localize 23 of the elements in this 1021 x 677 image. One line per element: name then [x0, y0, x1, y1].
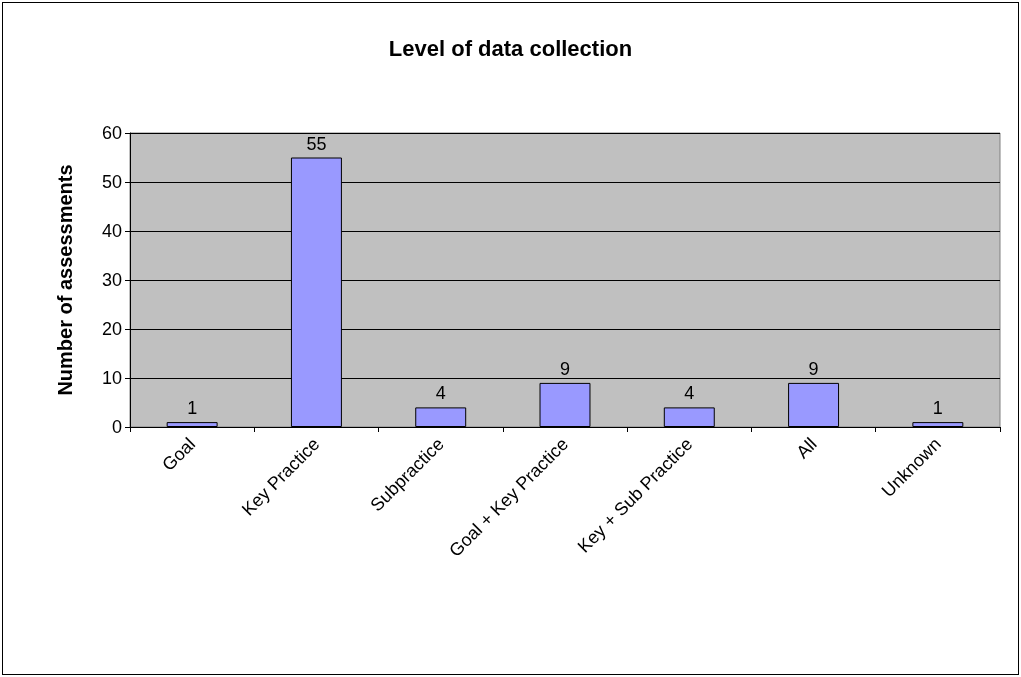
data-label: 4: [435, 383, 446, 404]
data-label: 55: [306, 133, 327, 154]
y-tick-label: 50: [101, 172, 122, 192]
y-tick-label: 60: [101, 123, 122, 143]
y-tick-label: 20: [101, 319, 122, 339]
y-axis-title: Number of assessments: [54, 164, 76, 396]
y-tick-label: 40: [101, 221, 122, 241]
data-label: 9: [559, 358, 571, 379]
data-label: 9: [808, 358, 819, 379]
y-tick-label: 0: [111, 417, 122, 437]
bar: [415, 407, 467, 427]
data-label: 1: [187, 398, 198, 419]
data-label: 4: [684, 383, 695, 404]
bar: [912, 422, 964, 427]
bar: [166, 422, 218, 427]
data-label: 1: [932, 398, 943, 419]
y-tick-label: 10: [101, 368, 122, 388]
bar: [663, 407, 715, 427]
y-tick-label: 30: [101, 270, 122, 290]
x-tick-label: All: [792, 433, 821, 463]
chart-title: Level of data collection: [388, 35, 633, 61]
bar: [788, 382, 840, 427]
bar: [539, 382, 591, 427]
